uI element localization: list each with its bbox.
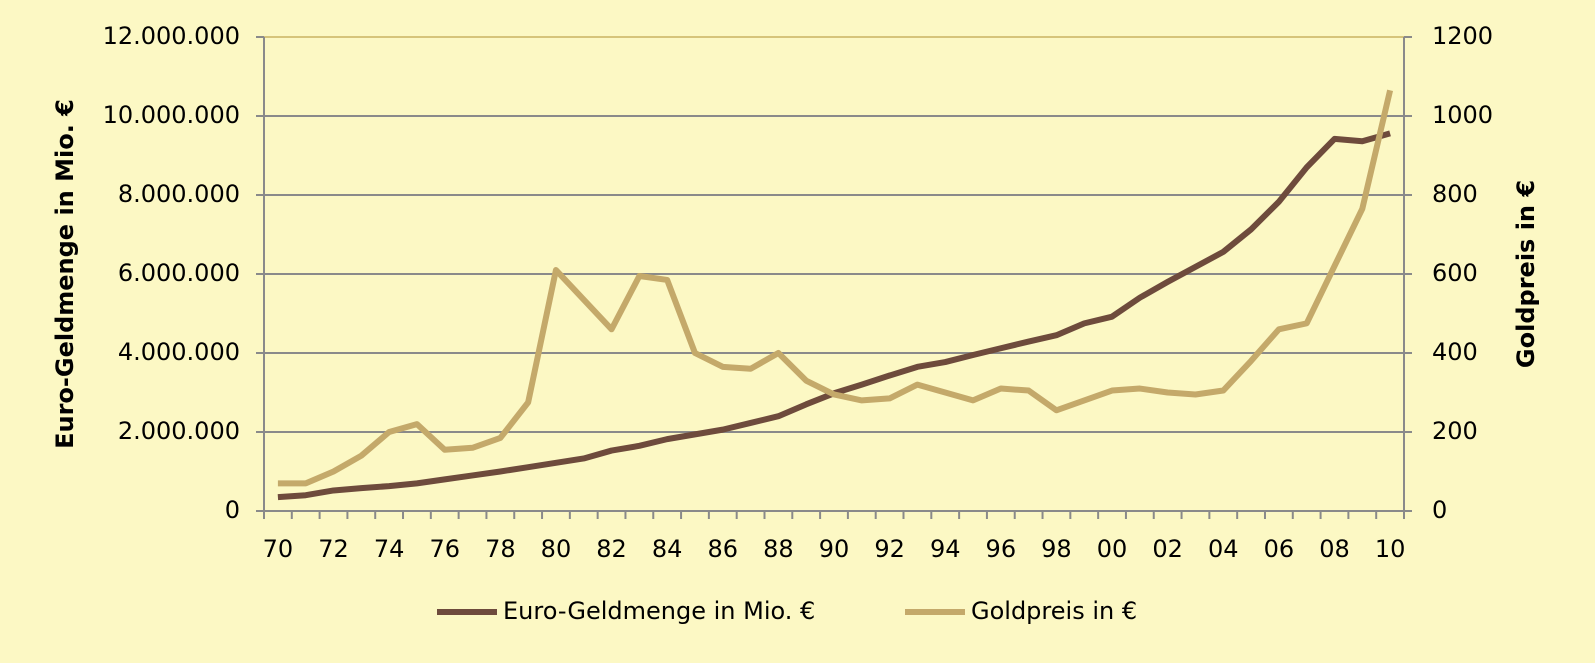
- x-tick-label: 88: [763, 535, 794, 563]
- y2-tick-label: 600: [1432, 259, 1478, 287]
- x-tick-label: 86: [708, 535, 739, 563]
- x-tick-label: 70: [263, 535, 294, 563]
- x-tick-label: 00: [1097, 535, 1128, 563]
- y2-tick-label: 200: [1432, 417, 1478, 445]
- y-axis-label: Euro-Geldmenge in Mio. €: [51, 99, 79, 449]
- x-tick-label: 04: [1208, 535, 1239, 563]
- y2-tick-label: 800: [1432, 180, 1478, 208]
- x-tick-label: 80: [541, 535, 572, 563]
- x-tick-label: 84: [652, 535, 683, 563]
- x-tick-label: 78: [485, 535, 516, 563]
- x-tick-label: 82: [596, 535, 627, 563]
- x-tick-label: 72: [318, 535, 349, 563]
- y-tick-label: 0: [225, 496, 240, 524]
- y-tick-label: 10.000.000: [103, 101, 240, 129]
- x-tick-label: 76: [429, 535, 460, 563]
- y-tick-label: 2.000.000: [118, 417, 240, 445]
- y2-axis-label: Goldpreis in €: [1512, 180, 1540, 368]
- x-tick-label: 94: [930, 535, 961, 563]
- x-tick-label: 06: [1264, 535, 1295, 563]
- y-tick-label: 6.000.000: [118, 259, 240, 287]
- x-tick-label: 96: [986, 535, 1017, 563]
- x-tick-label: 08: [1319, 535, 1350, 563]
- y-tick-label: 4.000.000: [118, 338, 240, 366]
- x-tick-label: 92: [874, 535, 905, 563]
- series-line: [277, 89, 1394, 487]
- y-tick-label: 12.000.000: [103, 22, 240, 50]
- legend-label: Goldpreis in €: [971, 597, 1137, 625]
- y2-tick-label: 400: [1432, 338, 1478, 366]
- x-tick-label: 10: [1375, 535, 1406, 563]
- x-tick-label: 74: [374, 535, 405, 563]
- y2-tick-label: 0: [1432, 496, 1447, 524]
- x-tick-label: 98: [1041, 535, 1072, 563]
- y-tick-label: 8.000.000: [118, 180, 240, 208]
- legend-label: Euro-Geldmenge in Mio. €: [503, 597, 815, 625]
- x-tick-label: 90: [819, 535, 850, 563]
- y2-tick-label: 1000: [1432, 101, 1493, 129]
- x-tick-label: 02: [1152, 535, 1183, 563]
- y2-tick-label: 1200: [1432, 22, 1493, 50]
